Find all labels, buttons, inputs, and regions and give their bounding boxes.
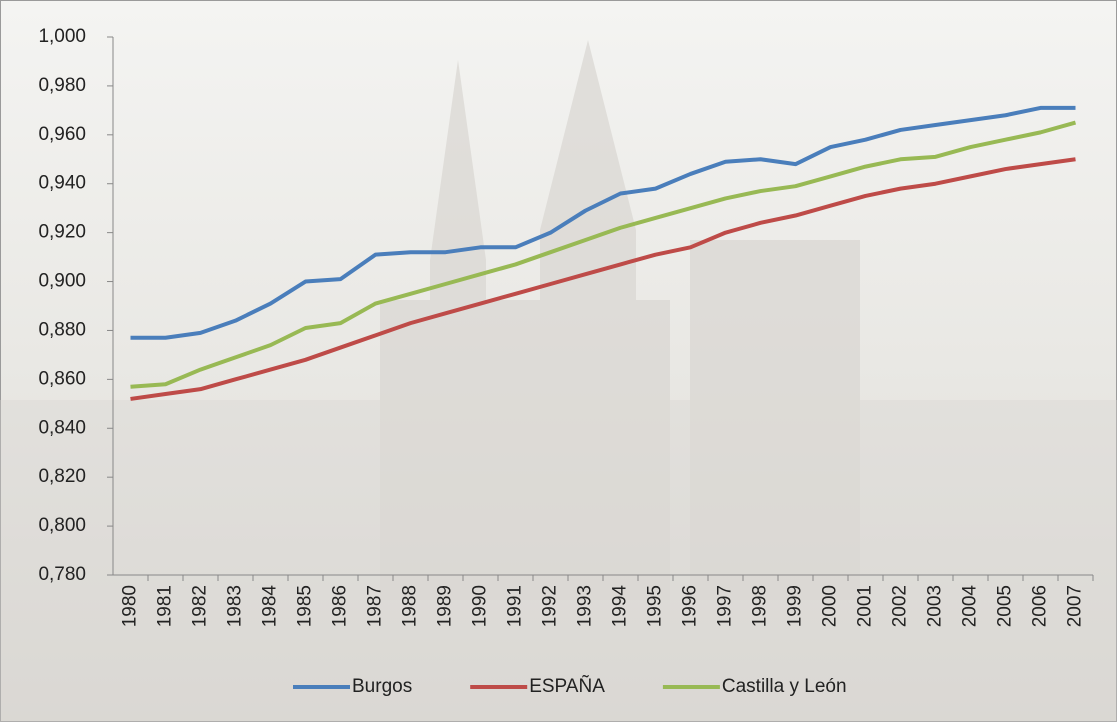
x-tick-label: 2000 <box>820 585 841 627</box>
x-tick-label: 1997 <box>715 585 736 627</box>
x-tick-label: 1999 <box>785 585 806 627</box>
x-tick-label: 1998 <box>750 585 771 627</box>
x-tick-label: 2002 <box>890 585 911 627</box>
y-tick-label: 0,980 <box>38 75 86 96</box>
series-line <box>130 157 1076 401</box>
y-tick-label: 0,920 <box>38 222 86 243</box>
x-tick-label: 1987 <box>365 585 386 627</box>
x-tick-label: 1986 <box>330 585 351 627</box>
x-tick-label: 1988 <box>400 585 421 627</box>
y-tick-label: 0,800 <box>38 515 86 536</box>
background-photo <box>0 40 1117 722</box>
y-tick-label: 0,780 <box>38 564 86 585</box>
legend-label: ESPAÑA <box>529 675 605 697</box>
series-line <box>130 120 1077 389</box>
x-tick-label: 2001 <box>855 585 876 627</box>
x-tick-label: 1994 <box>610 585 631 628</box>
y-tick-label: 0,900 <box>38 271 86 292</box>
series-line <box>130 105 1076 340</box>
x-tick-label: 1989 <box>435 585 456 627</box>
x-tick-label: 1991 <box>505 585 526 627</box>
x-tick-label: 1985 <box>295 585 316 627</box>
x-tick-label: 2007 <box>1065 585 1086 627</box>
y-tick-label: 0,860 <box>38 368 86 389</box>
x-tick-label: 1981 <box>155 585 176 627</box>
x-tick-label: 1992 <box>540 585 561 627</box>
y-tick-label: 0,840 <box>38 417 86 438</box>
x-tick-label: 1980 <box>120 585 141 627</box>
legend-label: Castilla y León <box>722 676 847 697</box>
x-tick-label: 1995 <box>645 585 666 627</box>
x-tick-label: 1993 <box>575 585 596 627</box>
x-tick-label: 1983 <box>225 585 246 627</box>
x-tick-label: 1996 <box>680 585 701 627</box>
y-tick-label: 0,940 <box>38 173 86 194</box>
y-tick-label: 1,000 <box>38 26 86 47</box>
x-tick-label: 2003 <box>925 585 946 627</box>
x-tick-label: 1982 <box>190 585 211 627</box>
y-tick-label: 0,960 <box>38 124 86 145</box>
y-tick-label: 0,820 <box>38 466 86 487</box>
x-tick-label: 2006 <box>1030 585 1051 627</box>
x-tick-label: 2005 <box>995 585 1016 627</box>
x-tick-label: 2004 <box>960 585 981 628</box>
x-tick-label: 1990 <box>470 585 491 627</box>
legend-label: Burgos <box>352 676 412 697</box>
x-tick-label: 1984 <box>260 585 281 628</box>
y-tick-label: 0,880 <box>38 319 86 340</box>
